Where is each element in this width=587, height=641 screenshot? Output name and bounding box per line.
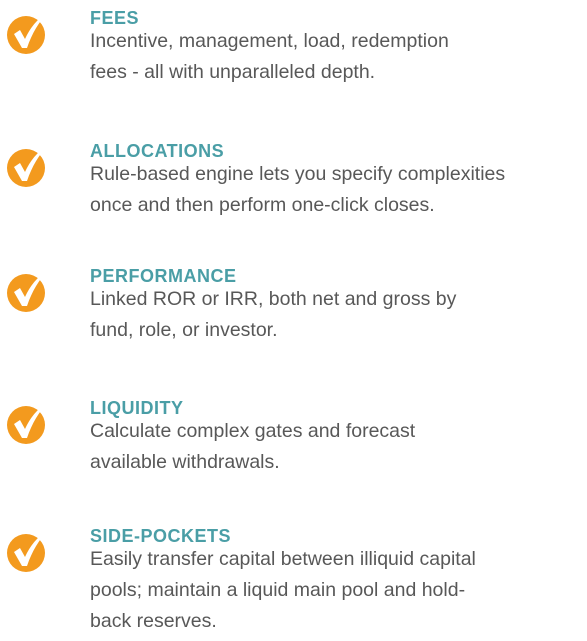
icon-wrap — [6, 10, 50, 61]
feature-description: back reserves. — [90, 610, 217, 632]
feature-description: Calculate complex gates and forecast — [90, 420, 416, 442]
feature-description: fees - all with unparalleled depth. — [90, 61, 376, 83]
feature-title: PERFORMANCE — [90, 266, 237, 286]
icon-wrap — [6, 143, 50, 194]
check-icon — [7, 145, 48, 187]
feature-title: ALLOCATIONS — [90, 141, 225, 161]
icon-wrap — [6, 268, 50, 319]
check-icon — [7, 270, 48, 312]
feature-description: Easily transfer capital between illiquid… — [90, 548, 476, 570]
feature-description: Rule-based engine lets you specify compl… — [90, 163, 506, 185]
feature-description: pools; maintain a liquid main pool and h… — [90, 579, 466, 601]
check-icon — [7, 402, 48, 444]
check-icon — [7, 12, 48, 54]
feature-title: FEES — [90, 8, 140, 28]
check-icon — [7, 530, 48, 572]
icon-wrap — [6, 400, 50, 451]
feature-description: once and then perform one-click closes. — [90, 194, 435, 216]
icon-wrap — [6, 528, 50, 579]
feature-description: fund, role, or investor. — [90, 319, 278, 341]
feature-description: Linked ROR or IRR, both net and gross by — [90, 288, 457, 310]
feature-description: available withdrawals. — [90, 451, 280, 473]
feature-description: Incentive, management, load, redemption — [90, 30, 449, 52]
feature-title: SIDE-POCKETS — [90, 526, 232, 546]
feature-title: LIQUIDITY — [90, 398, 184, 418]
